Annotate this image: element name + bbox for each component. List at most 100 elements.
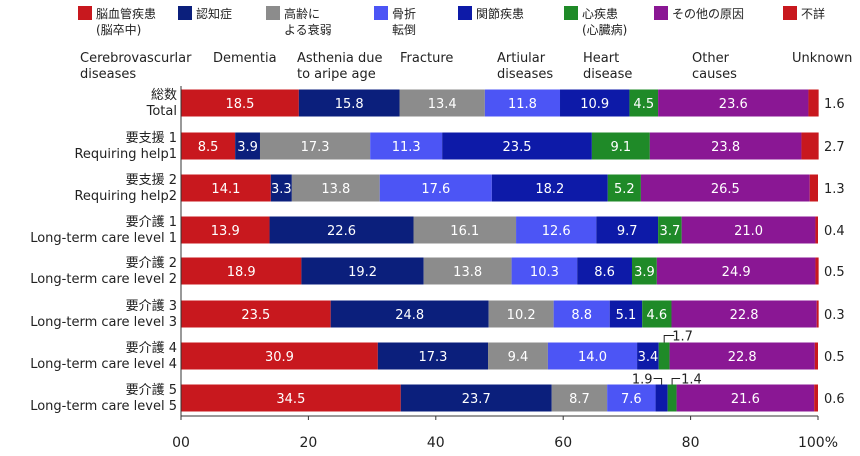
data-label: 23.8 [711,140,740,155]
data-label: 26.5 [711,182,740,197]
series-header: diseases [497,67,553,82]
data-label: 9.7 [617,224,638,239]
bar-segment [301,257,424,285]
bar-segment [814,384,818,412]
row-label-jp: 要支援 1 [126,131,177,146]
data-label: 34.5 [276,392,305,407]
series-header: diseases [80,67,136,82]
bars: 18.5 15.8 13.4 11.8 10.9 4.5 23.6 8.5 3.9 17.3 11.… [181,89,819,412]
unknown-value: 0.4 [824,224,845,239]
legend-swatch [458,6,472,20]
bar-segment [330,300,489,328]
data-label: 11.3 [392,140,421,155]
legend-swatch [266,6,280,20]
bar-segment [814,342,818,370]
bar-segment [676,384,815,412]
row-label-en: Long-term care level 2 [30,272,177,287]
data-label: 19.2 [348,265,377,280]
bar-segment [291,174,380,202]
bar-segment [370,132,443,160]
data-label: 11.8 [508,97,537,112]
data-label: 16.1 [450,224,479,239]
unknown-value: 0.3 [824,308,845,323]
x-tick-label: 60 [554,435,572,451]
data-label: 17.3 [418,350,447,365]
data-label: 21.6 [731,392,760,407]
callout-label: 1.9 [632,373,653,388]
data-label: 3.3 [271,182,292,197]
bar-segment [181,342,378,370]
row-label-en: Requiring help2 [74,189,177,204]
data-label: 22.6 [327,224,356,239]
series-header: Cerebrovascurlar [80,51,192,66]
series-header: Asthenia due [297,51,382,66]
data-label: 22.8 [730,308,759,323]
legend-label: よる衰弱 [284,22,332,37]
data-label: 9.1 [611,140,632,155]
bar-segment [629,89,659,117]
bar-segment [640,174,810,202]
unknown-value: 2.7 [824,140,845,155]
data-label: 10.3 [530,265,559,280]
bar-segment [658,216,682,244]
bar-segment [259,132,371,160]
data-label: 8.6 [594,265,615,280]
callouts: 1.7 1.9 1.4 [632,330,702,388]
data-label: 4.6 [646,308,667,323]
bar-segment [667,384,677,412]
data-label: 4.5 [633,97,654,112]
data-label: 17.3 [301,140,330,155]
data-label: 9.4 [508,350,529,365]
bar-segment [423,257,512,285]
legend-label: (心臓病) [582,22,627,37]
row-label-jp: 要介護 5 [126,382,177,398]
bar-segment [181,257,302,285]
legend-label: その他の原因 [672,7,744,21]
bar-segment [181,216,270,244]
row-label-jp: 要介護 3 [126,298,177,314]
data-label: 5.1 [616,308,637,323]
callout-line [663,335,675,343]
bar-segment [491,174,608,202]
row-label-en: Long-term care level 5 [30,399,177,414]
bar-segment [516,216,597,244]
bar-segment [488,342,548,370]
bar-segment [181,300,331,328]
data-label: 10.9 [580,97,609,112]
bar-segment [298,89,400,117]
x-tick-label: 80 [682,435,700,451]
data-label: 15.8 [335,97,364,112]
row-label-jp: 要介護 1 [126,214,177,230]
series-header: causes [692,67,737,82]
bar-segment [642,300,672,328]
data-label: 18.9 [227,265,256,280]
legend-label: 転倒 [392,23,416,37]
unknown-values: 1.6 2.7 1.3 0.4 0.5 0.3 0.5 0.6 [824,97,845,407]
callout-line [671,378,681,385]
data-label: 10.2 [507,308,536,323]
data-label: 7.6 [621,392,642,407]
unknown-value: 1.6 [824,97,845,112]
x-tick-label: 20 [299,435,317,451]
legend-swatch [78,6,92,20]
bar-segment [637,342,659,370]
bar-segment [379,174,492,202]
row-label-en: Long-term care level 4 [30,357,177,372]
data-label: 13.8 [321,182,350,197]
bar-segment [377,342,489,370]
bar-segment [596,216,659,244]
data-label: 8.8 [571,308,592,323]
data-label: 3.4 [638,350,659,365]
bar-segment [399,89,485,117]
row-label-en: Long-term care level 1 [30,231,177,246]
data-label: 21.0 [734,224,763,239]
series-header: Artiular [497,51,546,66]
legend-label: 認知症 [196,6,232,21]
bar-segment [270,174,292,202]
row-label-en: Long-term care level 3 [30,315,177,330]
bar-segment [671,300,817,328]
bar-segment [607,174,641,202]
series-header: Fracture [400,51,453,66]
